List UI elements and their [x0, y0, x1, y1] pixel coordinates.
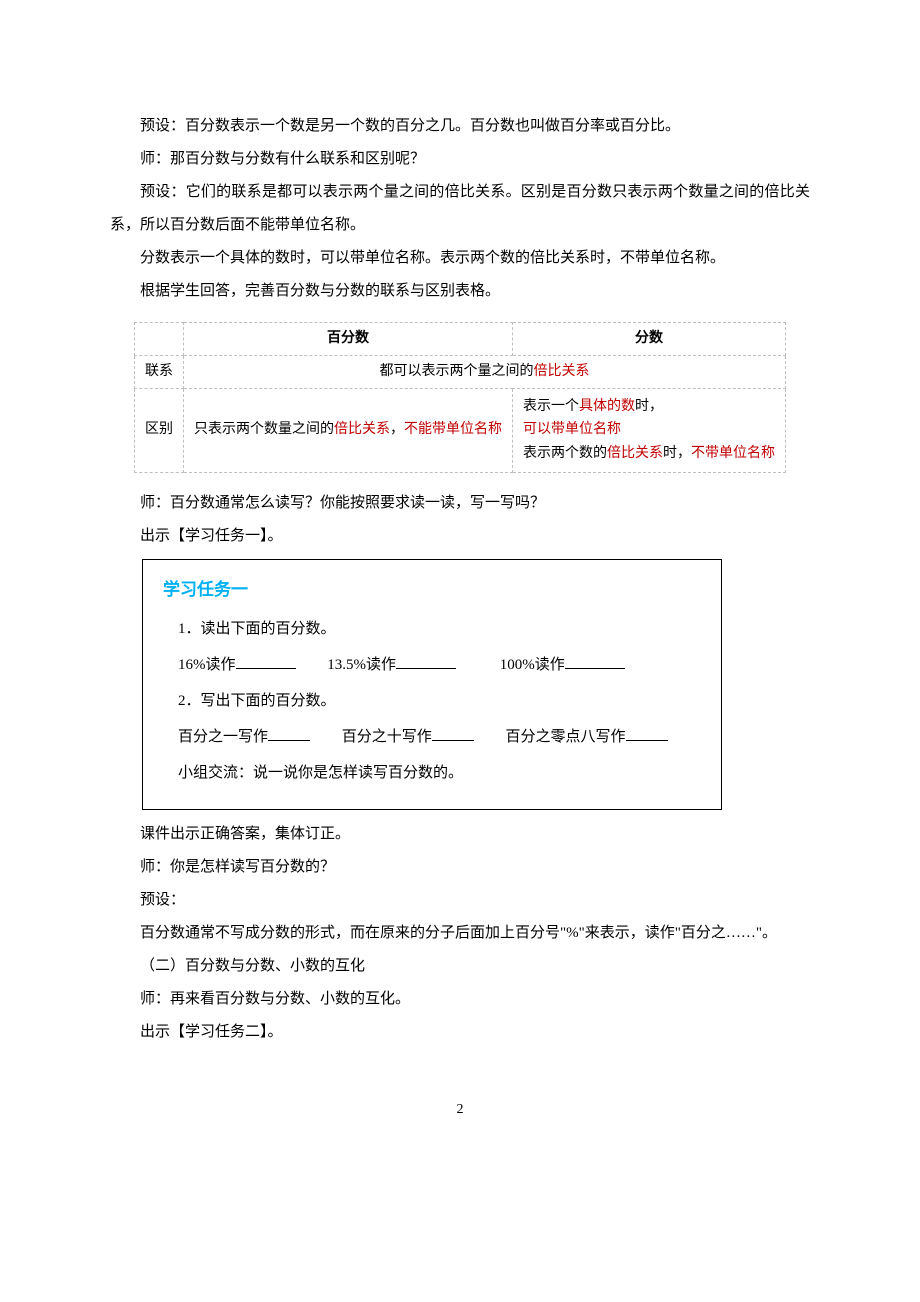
- text: 时，: [663, 446, 691, 461]
- task-title: 学习任务一: [163, 570, 701, 611]
- task-item-1: 1．读出下面的百分数。: [163, 611, 701, 647]
- blank-q1a: [236, 654, 296, 669]
- q2b-label: 百分之十写作: [342, 729, 432, 745]
- paragraph: 师：那百分数与分数有什么联系和区别呢？: [110, 143, 810, 176]
- highlighted-text: 倍比关系: [334, 422, 390, 437]
- text: 都可以表示两个量之间的: [380, 364, 534, 379]
- q2c-label: 百分之零点八写作: [506, 729, 626, 745]
- blank-q2b: [432, 726, 474, 741]
- highlighted-text: 不带单位名称: [691, 446, 775, 461]
- task-footer: 小组交流：说一说你是怎样读写百分数的。: [163, 755, 701, 791]
- text: 只表示两个数量之间的: [194, 422, 334, 437]
- table-header-percent: 百分数: [184, 323, 513, 356]
- comparison-table: 百分数 分数 联系 都可以表示两个量之间的倍比关系 区别 只表示两个数量之间的倍…: [134, 322, 786, 473]
- table-relation-text: 都可以表示两个量之间的倍比关系: [184, 355, 786, 388]
- task-item-2: 2．写出下面的百分数。: [163, 683, 701, 719]
- table-diff-percent: 只表示两个数量之间的倍比关系，不能带单位名称: [184, 388, 513, 472]
- table-label-relation: 联系: [135, 355, 184, 388]
- task-box-one: 学习任务一 1．读出下面的百分数。 16%读作 13.5%读作 100%读作 2…: [142, 559, 722, 810]
- highlighted-text: 不能带单位名称: [404, 422, 502, 437]
- paragraph: 百分数通常不写成分数的形式，而在原来的分子后面加上百分号"%"来表示，读作"百分…: [110, 917, 810, 950]
- paragraph: 预设：: [110, 884, 810, 917]
- paragraph: （二）百分数与分数、小数的互化: [110, 950, 810, 983]
- comparison-table-wrap: 百分数 分数 联系 都可以表示两个量之间的倍比关系 区别 只表示两个数量之间的倍…: [110, 322, 810, 473]
- highlighted-text: 倍比关系: [534, 364, 590, 379]
- paragraph: 出示【学习任务二】。: [110, 1016, 810, 1049]
- paragraph: 课件出示正确答案，集体订正。: [110, 818, 810, 851]
- text: 表示一个: [523, 399, 579, 414]
- text: ，: [390, 422, 404, 437]
- paragraph: 预设：百分数表示一个数是另一个数的百分之几。百分数也叫做百分率或百分比。: [110, 110, 810, 143]
- text: 时，: [635, 399, 663, 414]
- paragraph: 出示【学习任务一】。: [110, 520, 810, 553]
- paragraph: 根据学生回答，完善百分数与分数的联系与区别表格。: [110, 275, 810, 308]
- paragraph: 师：你是怎样读写百分数的？: [110, 851, 810, 884]
- highlighted-text: 可以带单位名称: [523, 422, 621, 437]
- q1b-label: 13.5%读作: [327, 657, 396, 673]
- page-number: 2: [110, 1095, 810, 1126]
- table-label-difference: 区别: [135, 388, 184, 472]
- blank-q1c: [565, 654, 625, 669]
- blank-q2a: [268, 726, 310, 741]
- table-diff-fraction: 表示一个具体的数时， 可以带单位名称 表示两个数的倍比关系时，不带单位名称: [513, 388, 786, 472]
- highlighted-text: 倍比关系: [607, 446, 663, 461]
- table-row-relation: 联系 都可以表示两个量之间的倍比关系: [135, 355, 786, 388]
- table-header-fraction: 分数: [513, 323, 786, 356]
- paragraph: 预设：它们的联系是都可以表示两个量之间的倍比关系。区别是百分数只表示两个数量之间…: [110, 176, 810, 242]
- q1c-label: 100%读作: [500, 657, 565, 673]
- table-row-difference: 区别 只表示两个数量之间的倍比关系，不能带单位名称 表示一个具体的数时， 可以带…: [135, 388, 786, 472]
- blank-q1b: [396, 654, 456, 669]
- task-q1-row: 16%读作 13.5%读作 100%读作: [163, 647, 701, 683]
- paragraph: 分数表示一个具体的数时，可以带单位名称。表示两个数的倍比关系时，不带单位名称。: [110, 242, 810, 275]
- table-header-blank: [135, 323, 184, 356]
- highlighted-text: 具体的数: [579, 399, 635, 414]
- text: 表示两个数的: [523, 446, 607, 461]
- q2a-label: 百分之一写作: [178, 729, 268, 745]
- blank-q2c: [626, 726, 668, 741]
- paragraph: 师：百分数通常怎么读写？你能按照要求读一读，写一写吗？: [110, 487, 810, 520]
- paragraph: 师：再来看百分数与分数、小数的互化。: [110, 983, 810, 1016]
- q1a-label: 16%读作: [178, 657, 236, 673]
- table-header-row: 百分数 分数: [135, 323, 786, 356]
- task-q2-row: 百分之一写作 百分之十写作 百分之零点八写作: [163, 719, 701, 755]
